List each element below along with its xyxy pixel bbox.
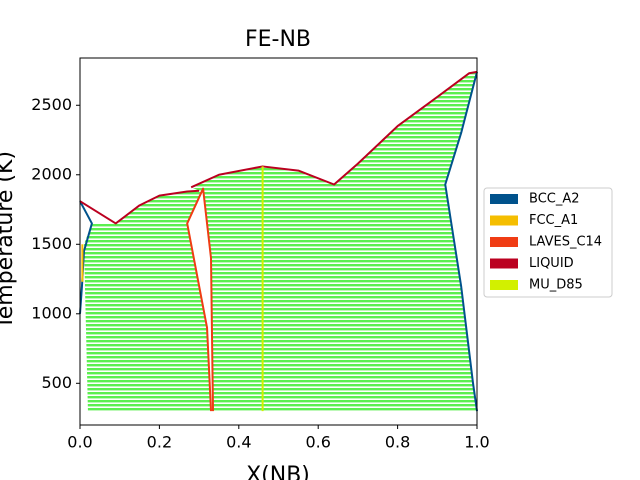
phase-boundary [79,71,478,412]
legend-swatch [490,194,518,204]
legend: BCC_A2 FCC_A1 LAVES_C14 LIQUID MU_D85 [483,187,613,298]
plot-frame [79,57,478,426]
x-tick-label: 0.8 [385,433,410,452]
legend-label: LAVES_C14 [529,235,602,250]
y-tick-label: 2500 [31,95,72,114]
legend-label: MU_D85 [529,278,583,293]
chart-title: FE-NB [245,27,311,52]
x-tick-label: 0.0 [67,433,92,452]
phase-region [83,71,477,412]
x-tick-label: 0.6 [305,433,330,452]
legend-label: FCC_A1 [529,213,578,228]
legend-frame [483,187,613,298]
y-tick-label: 1000 [31,303,72,322]
phase-boundary [79,70,478,225]
legend-swatch [490,237,518,247]
phase-boundary [186,187,214,412]
legend-swatch [490,258,518,269]
x-axis-label: X(NB) [246,463,310,480]
y-axis-label: Temperature (K) [0,151,18,330]
legend-label: BCC_A2 [529,192,580,207]
x-tick-label: 0.2 [147,433,172,452]
y-tick-label: 500 [41,373,72,392]
legend-swatch [490,280,518,290]
x-tick-label: 1.0 [464,433,489,452]
phase-region [187,188,213,412]
legend-label: LIQUID [529,256,574,271]
y-tick-label: 2000 [31,164,72,183]
x-tick-label: 0.4 [226,433,251,452]
legend-swatch [490,215,518,226]
y-tick-label: 1500 [31,234,72,253]
